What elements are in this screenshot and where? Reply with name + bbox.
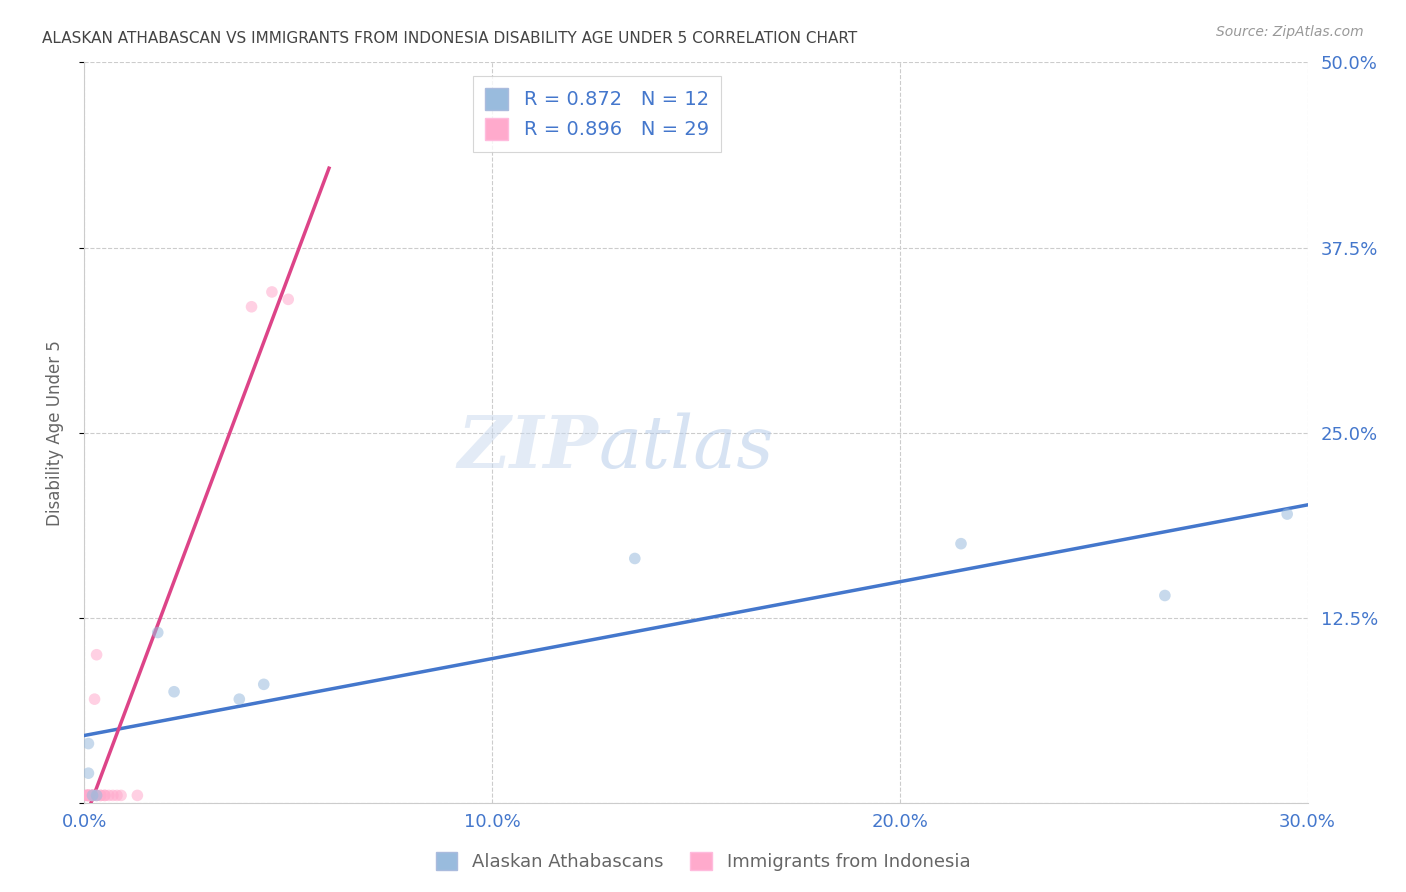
Point bbox=[82, 789, 104, 803]
Point bbox=[77, 789, 100, 803]
Point bbox=[163, 685, 186, 699]
Point bbox=[83, 692, 105, 706]
Point bbox=[146, 625, 169, 640]
Point bbox=[1154, 589, 1177, 603]
Text: ALASKAN ATHABASCAN VS IMMIGRANTS FROM INDONESIA DISABILITY AGE UNDER 5 CORRELATI: ALASKAN ATHABASCAN VS IMMIGRANTS FROM IN… bbox=[42, 31, 858, 46]
Point bbox=[82, 789, 104, 803]
Point bbox=[86, 648, 108, 662]
Point bbox=[86, 789, 108, 803]
Y-axis label: Disability Age Under 5: Disability Age Under 5 bbox=[45, 340, 63, 525]
Point bbox=[82, 789, 104, 803]
Point bbox=[950, 536, 973, 550]
Legend: R = 0.872   N = 12, R = 0.896   N = 29: R = 0.872 N = 12, R = 0.896 N = 29 bbox=[474, 76, 721, 152]
Point bbox=[90, 789, 112, 803]
Point bbox=[77, 789, 100, 803]
Point bbox=[77, 737, 100, 751]
Point bbox=[77, 789, 100, 803]
Point bbox=[90, 789, 112, 803]
Point bbox=[75, 789, 97, 803]
Point bbox=[624, 551, 647, 566]
Point bbox=[253, 677, 276, 691]
Point bbox=[101, 789, 124, 803]
Point bbox=[82, 789, 104, 803]
Legend: Alaskan Athabascans, Immigrants from Indonesia: Alaskan Athabascans, Immigrants from Ind… bbox=[429, 845, 977, 879]
Point bbox=[75, 789, 97, 803]
Point bbox=[127, 789, 149, 803]
Point bbox=[97, 789, 120, 803]
Point bbox=[77, 789, 100, 803]
Point bbox=[77, 766, 100, 780]
Point bbox=[86, 789, 108, 803]
Point bbox=[93, 789, 115, 803]
Point bbox=[77, 789, 100, 803]
Text: atlas: atlas bbox=[598, 412, 773, 483]
Point bbox=[93, 789, 115, 803]
Point bbox=[1277, 507, 1299, 521]
Point bbox=[82, 789, 104, 803]
Point bbox=[228, 692, 250, 706]
Point bbox=[86, 789, 108, 803]
Point bbox=[75, 789, 97, 803]
Point bbox=[240, 300, 263, 314]
Text: ZIP: ZIP bbox=[457, 412, 598, 483]
Point bbox=[79, 789, 101, 803]
Point bbox=[105, 789, 128, 803]
Point bbox=[110, 789, 132, 803]
Text: Source: ZipAtlas.com: Source: ZipAtlas.com bbox=[1216, 25, 1364, 39]
Point bbox=[277, 293, 299, 307]
Point bbox=[260, 285, 283, 299]
